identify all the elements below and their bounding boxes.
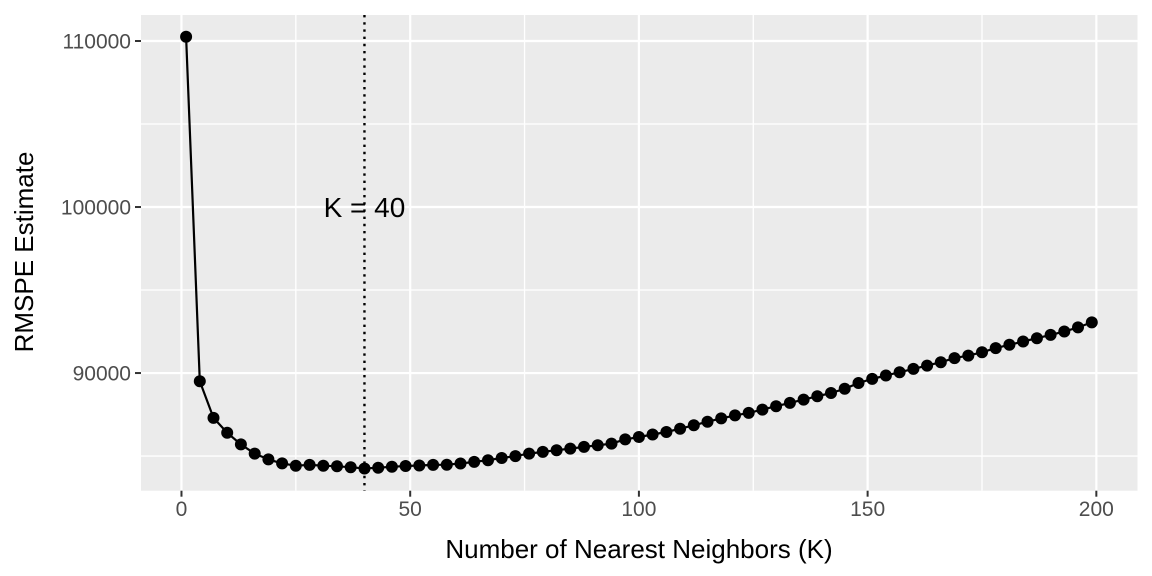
data-point (1072, 321, 1084, 334)
data-point (1017, 335, 1030, 348)
data-point (303, 458, 316, 471)
data-point (234, 438, 247, 451)
data-point (976, 346, 988, 359)
data-point (509, 450, 522, 463)
data-point (413, 459, 426, 472)
data-point (578, 440, 590, 453)
data-point (536, 445, 549, 458)
data-point (454, 457, 467, 470)
data-point (729, 409, 741, 422)
data-point (207, 411, 220, 424)
x-tick-label: 0 (176, 498, 188, 521)
k40-annotation: K = 40 (324, 192, 406, 223)
data-point (1058, 325, 1071, 338)
data-point (399, 460, 412, 472)
data-point (276, 457, 289, 470)
data-point (1003, 338, 1016, 351)
data-point (866, 372, 879, 385)
y-tick-label: 100000 (61, 197, 131, 220)
data-point (783, 396, 796, 409)
data-point (385, 460, 398, 473)
data-point (1044, 328, 1057, 341)
data-point (495, 452, 508, 464)
data-point (591, 439, 604, 452)
data-point (1030, 332, 1043, 345)
data-point (893, 366, 906, 379)
data-point (989, 342, 1002, 355)
data-point (934, 356, 947, 369)
data-point (742, 406, 755, 419)
x-tick-label: 200 (1079, 498, 1114, 521)
data-point (701, 415, 714, 428)
data-point (344, 461, 357, 474)
data-point (674, 422, 687, 435)
data-point (221, 426, 234, 439)
x-axis-title: Number of Nearest Neighbors (K) (445, 534, 833, 564)
y-tick-label: 90000 (73, 363, 131, 386)
data-point (605, 437, 618, 450)
y-tick-label: 110000 (62, 30, 131, 53)
data-point (838, 382, 851, 395)
data-point (921, 359, 934, 372)
data-point (550, 444, 563, 457)
data-point (482, 454, 494, 467)
data-point (372, 461, 385, 474)
data-point (1085, 316, 1098, 329)
data-point (852, 377, 865, 389)
data-point (248, 447, 261, 460)
data-point (632, 431, 645, 443)
data-point (756, 403, 769, 416)
x-tick-label: 150 (850, 498, 885, 521)
data-point (358, 462, 371, 475)
data-point (962, 349, 975, 362)
data-point (193, 375, 206, 388)
data-point (180, 30, 193, 43)
data-point (523, 447, 536, 460)
data-point (619, 433, 632, 446)
data-point (289, 459, 302, 472)
data-point (825, 387, 837, 399)
data-point (770, 400, 783, 413)
data-point (948, 352, 961, 365)
data-point (797, 393, 810, 406)
data-point (687, 419, 700, 432)
x-tick-label: 100 (621, 498, 656, 521)
x-tick-label: 50 (399, 498, 422, 521)
data-point (440, 458, 453, 471)
data-point (660, 426, 673, 438)
data-point (564, 442, 577, 455)
data-point (262, 453, 275, 466)
y-axis-title: RMSPE Estimate (9, 151, 39, 353)
data-point (715, 412, 728, 425)
data-point (317, 459, 330, 472)
data-point (907, 362, 920, 375)
data-point (331, 460, 343, 473)
data-point (646, 428, 659, 441)
data-point (427, 458, 440, 471)
data-point (811, 390, 824, 403)
data-point (879, 369, 892, 382)
data-point (468, 455, 481, 468)
